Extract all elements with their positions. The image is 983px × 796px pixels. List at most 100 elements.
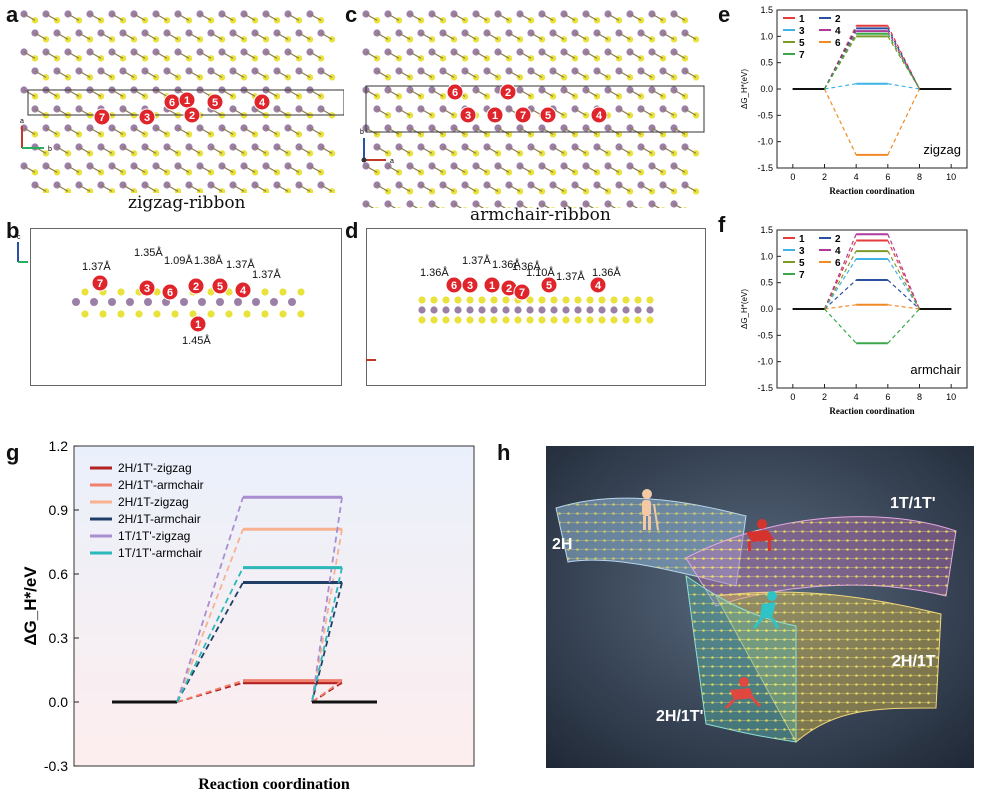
bond (100, 32, 113, 40)
s-atom (97, 131, 105, 138)
bond (574, 184, 587, 192)
bond (111, 127, 124, 135)
s-atom (598, 296, 606, 304)
s-atom (646, 296, 654, 304)
bond (56, 146, 69, 154)
bond (287, 89, 300, 97)
bond (607, 89, 620, 97)
site-label: 1 (184, 95, 190, 107)
site-marker (461, 276, 479, 294)
walking-figure-icon (642, 489, 659, 531)
mo-atom (505, 181, 513, 189)
s-atom (616, 207, 622, 208)
site-label: 2 (505, 87, 511, 99)
s-atom (261, 288, 269, 296)
bond (199, 51, 212, 59)
bond-length-label: 1.36Å (420, 266, 449, 279)
s-atom (153, 310, 161, 318)
bond (144, 184, 157, 192)
s-atom (428, 112, 436, 119)
bond (67, 165, 80, 173)
bond-length-label: 1.37Å (462, 254, 491, 267)
s-atom (502, 316, 510, 324)
bond (67, 51, 80, 59)
s-atom (135, 310, 143, 318)
s-atom (317, 93, 325, 100)
caption-zigzag: zigzag-ribbon (128, 193, 246, 213)
s-atom (42, 188, 50, 193)
s-atom (81, 288, 89, 296)
bond (34, 184, 47, 192)
legend-entry: 2 (835, 234, 841, 245)
s-atom (395, 93, 403, 100)
bond (23, 51, 36, 59)
s-atom (637, 93, 645, 100)
bond (508, 70, 521, 78)
s-atom (273, 93, 281, 100)
site-label: 4 (259, 97, 266, 109)
caption-armchair: armchair-ribbon (470, 205, 611, 225)
mo-atom (514, 306, 522, 314)
series-rise (823, 258, 857, 310)
bond (684, 184, 697, 192)
s-atom (478, 316, 486, 324)
bond (464, 184, 477, 192)
site-marker (206, 93, 224, 111)
bond (265, 13, 278, 21)
s-atom (604, 74, 612, 81)
bond (673, 13, 686, 21)
bond (78, 184, 91, 192)
s-atom (586, 296, 594, 304)
bond (530, 146, 543, 154)
bond (45, 51, 58, 59)
label-2h: 2H (552, 536, 572, 553)
bond (475, 89, 488, 97)
series-fall (887, 308, 920, 344)
y-tick-label: 1.5 (760, 225, 773, 235)
y-tick-label: 1.5 (760, 5, 773, 15)
s-atom (406, 74, 414, 81)
bond (188, 70, 201, 78)
s-atom (538, 316, 546, 324)
site-label: 2 (189, 110, 195, 122)
bond (287, 13, 300, 21)
bond (67, 13, 80, 21)
chart-annotation: armchair (910, 362, 961, 377)
bond (574, 70, 587, 78)
legend-entry: 1 (799, 14, 805, 25)
mo-atom (418, 306, 426, 314)
panel-label-a: a (6, 2, 19, 27)
bond (298, 184, 311, 192)
site-label: 7 (97, 278, 103, 290)
series-fall (311, 567, 343, 703)
y-tick-label: -1.5 (757, 163, 773, 173)
bond (596, 70, 609, 78)
site-label: 6 (169, 97, 175, 109)
bond (232, 32, 245, 40)
bond (276, 108, 289, 116)
bond (629, 127, 642, 135)
bond (199, 89, 212, 97)
s-atom (490, 296, 498, 304)
bond (651, 51, 664, 59)
series-fall (887, 240, 921, 310)
s-atom (384, 112, 392, 119)
s-atom (31, 93, 39, 100)
series-fall (887, 304, 920, 310)
bond (398, 146, 411, 154)
s-atom (279, 310, 287, 318)
bond (177, 51, 190, 59)
bond (23, 89, 36, 97)
s-atom (218, 188, 226, 193)
bond-length-label: 1.37Å (82, 260, 111, 273)
bond (541, 165, 554, 173)
bond (563, 51, 576, 59)
bond (475, 13, 488, 21)
s-atom (682, 207, 688, 208)
bond (541, 203, 551, 208)
mo-atom (90, 298, 98, 306)
mo-atom (494, 10, 502, 18)
site-label: 2 (506, 283, 512, 295)
bond (122, 184, 135, 192)
s-atom (171, 310, 179, 318)
